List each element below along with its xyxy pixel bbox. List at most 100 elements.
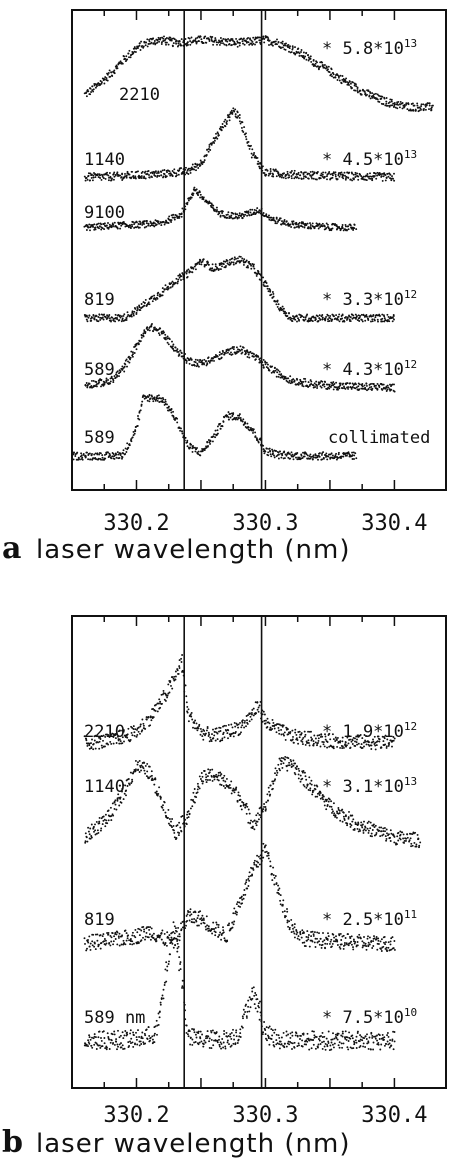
data-point (164, 38, 167, 40)
data-point (390, 388, 393, 391)
data-point (139, 222, 142, 225)
data-point (293, 177, 296, 180)
data-point (121, 934, 124, 937)
data-point (255, 209, 258, 212)
data-point (317, 227, 320, 230)
data-point (173, 831, 176, 834)
data-point (184, 168, 187, 171)
data-point (393, 318, 395, 321)
data-point (212, 207, 215, 210)
data-point (311, 793, 314, 796)
data-point (314, 64, 317, 67)
data-point (240, 808, 243, 811)
data-point (263, 713, 266, 716)
data-point (272, 370, 275, 372)
data-point (282, 44, 285, 47)
data-point (237, 791, 240, 794)
data-point (301, 383, 304, 386)
data-point (201, 735, 204, 738)
data-point (187, 43, 189, 46)
data-point (269, 453, 272, 456)
data-point (97, 316, 100, 318)
data-point (171, 347, 174, 350)
data-point (180, 275, 183, 278)
data-point (334, 171, 337, 174)
data-point (175, 174, 178, 177)
data-point (317, 68, 320, 71)
data-point (332, 76, 335, 79)
data-point (194, 163, 197, 166)
data-point (85, 176, 88, 179)
data-point (211, 357, 214, 360)
data-point (131, 355, 134, 358)
data-point (280, 307, 283, 310)
data-point (392, 177, 395, 180)
data-point (125, 317, 128, 320)
data-point (262, 710, 265, 713)
data-point (164, 284, 167, 287)
data-point (115, 808, 118, 811)
data-point (337, 318, 340, 321)
data-point (225, 44, 228, 47)
data-point (112, 379, 115, 382)
data-point (273, 456, 276, 459)
data-point (307, 742, 310, 744)
data-point (355, 316, 358, 319)
data-point (242, 213, 245, 216)
data-point (327, 65, 330, 68)
data-point (326, 223, 329, 226)
data-point (89, 87, 92, 90)
data-point (167, 285, 169, 288)
data-point (312, 59, 315, 62)
data-point (388, 743, 390, 746)
data-point (231, 353, 234, 356)
data-point (364, 829, 367, 832)
data-point (314, 62, 317, 65)
data-point (200, 263, 203, 266)
data-point (347, 81, 350, 84)
data-point (172, 343, 175, 346)
data-point (114, 799, 117, 802)
data-point (371, 382, 373, 385)
data-point (302, 380, 305, 383)
data-point (111, 316, 114, 319)
data-point (178, 353, 181, 356)
data-point (267, 451, 270, 454)
data-point (342, 382, 345, 385)
data-point (132, 430, 135, 433)
data-point (115, 373, 117, 376)
data-point (371, 829, 374, 831)
data-point (242, 263, 245, 266)
data-point (305, 58, 308, 61)
data-point (148, 765, 151, 768)
data-point (156, 294, 159, 297)
data-point (420, 108, 422, 111)
data-point (115, 456, 118, 459)
data-point (246, 40, 248, 43)
data-point (136, 306, 139, 309)
data-point (275, 303, 278, 306)
data-point (164, 400, 167, 403)
data-point (207, 445, 209, 447)
data-point (100, 82, 103, 85)
data-point (159, 934, 162, 937)
data-point (183, 166, 186, 169)
data-point (110, 320, 112, 323)
data-point (149, 224, 152, 227)
data-point (349, 82, 352, 85)
data-point (272, 782, 275, 785)
data-point (389, 173, 392, 176)
data-point (215, 41, 218, 44)
data-point (301, 743, 304, 746)
data-point (251, 708, 254, 711)
data-point (324, 319, 327, 322)
data-point (225, 38, 228, 41)
data-point (324, 381, 327, 383)
data-point (95, 820, 98, 823)
data-point (129, 227, 132, 230)
data-point (158, 175, 161, 177)
data-point (387, 318, 389, 321)
data-point (285, 220, 288, 223)
data-point (297, 47, 300, 50)
data-point (191, 805, 194, 808)
